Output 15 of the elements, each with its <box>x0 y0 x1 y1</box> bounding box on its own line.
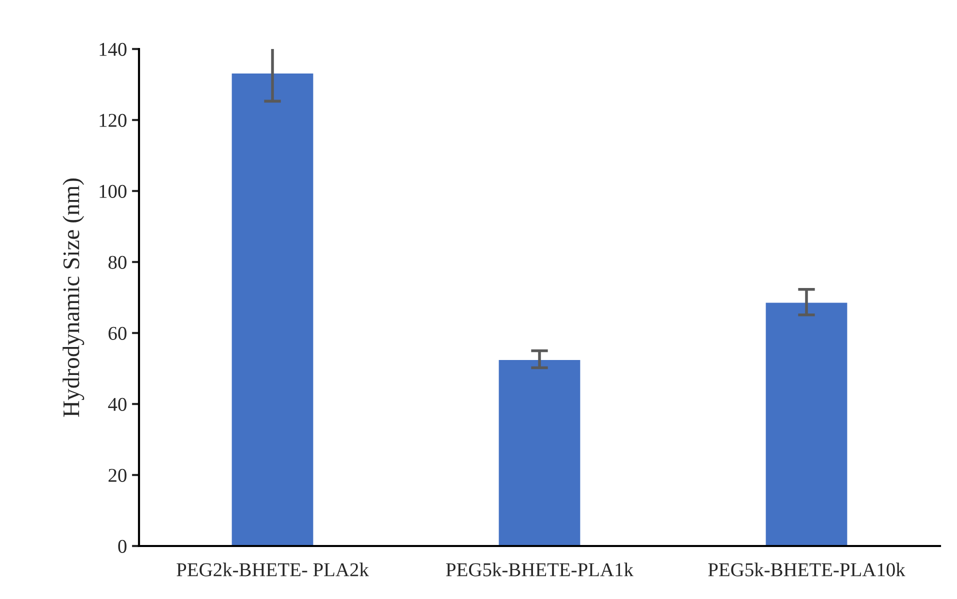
y-tick-label: 80 <box>108 256 126 269</box>
bar <box>230 72 315 546</box>
bar <box>764 301 849 546</box>
y-tick-label: 60 <box>108 326 126 340</box>
x-tick-label: PEG2k-BHETE- PLA2k <box>176 562 369 576</box>
x-tick-label: PEG5k-BHETE-PLA10k <box>708 562 906 576</box>
y-tick-label: 100 <box>100 184 126 198</box>
y-tick-label: 20 <box>108 468 126 482</box>
y-tick-label: 40 <box>108 398 126 411</box>
y-axis-title: Hydrodynamic Size (nm) <box>62 178 84 417</box>
y-tick-label: 140 <box>100 42 126 56</box>
x-tick-label: PEG5k-BHETE-PLA1k <box>446 562 634 576</box>
bar <box>497 358 582 546</box>
y-tick-label: 0 <box>118 540 126 553</box>
y-tick-label: 120 <box>100 114 126 127</box>
